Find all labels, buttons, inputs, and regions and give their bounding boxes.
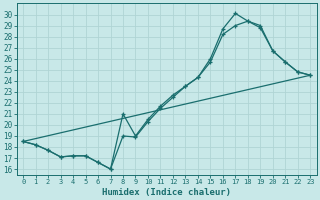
X-axis label: Humidex (Indice chaleur): Humidex (Indice chaleur) — [102, 188, 231, 197]
